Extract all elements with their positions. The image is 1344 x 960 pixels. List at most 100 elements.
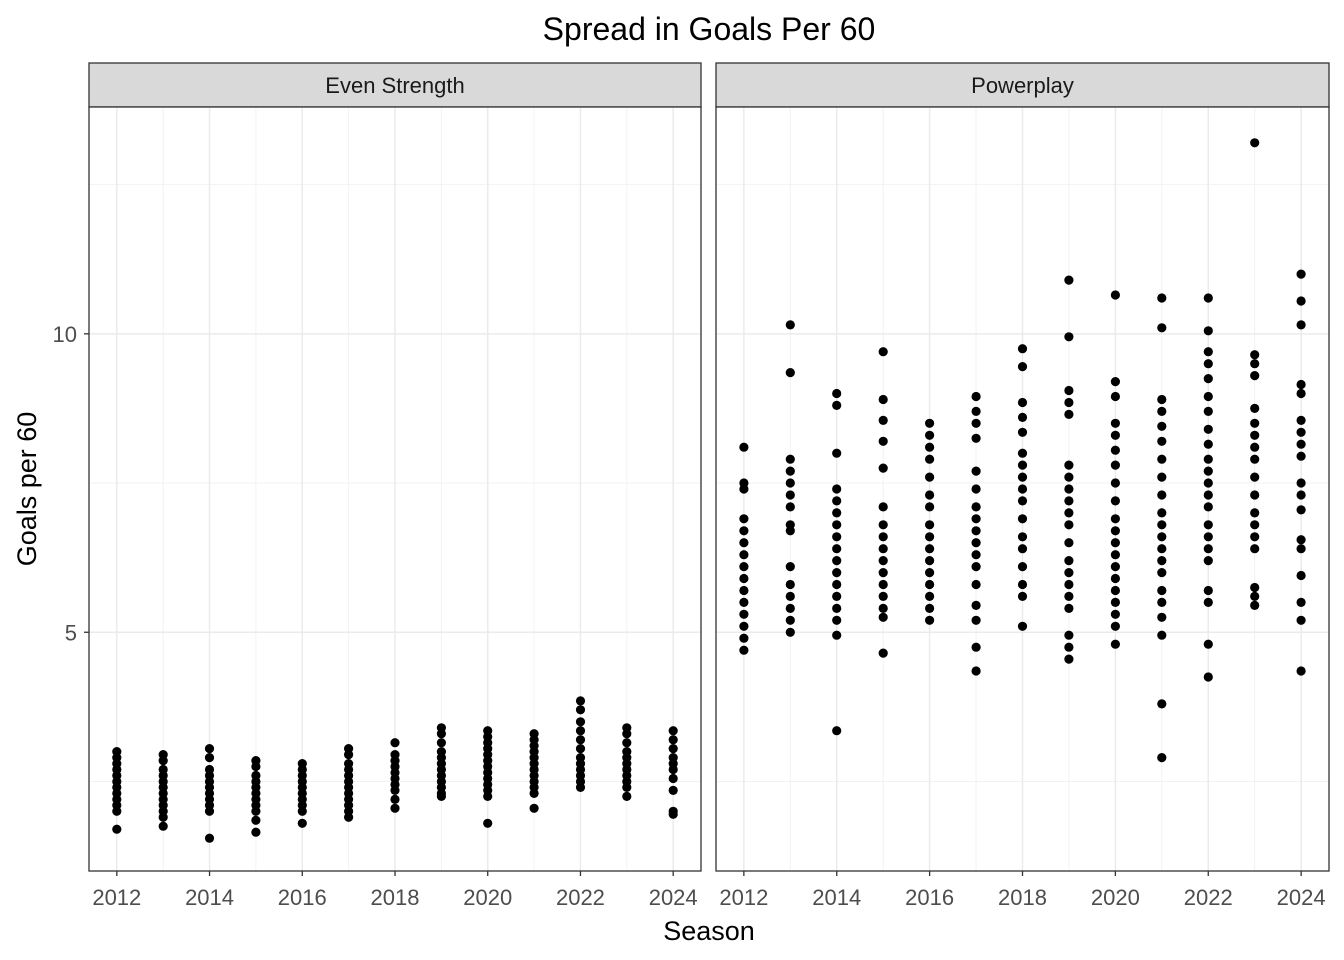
data-point [832,579,842,590]
data-point [1110,445,1120,455]
data-point [971,600,981,611]
x-tick-label: 2014 [185,885,234,910]
data-point [1296,535,1306,545]
data-point [878,394,888,405]
data-point [1017,412,1028,422]
data-point [1203,544,1213,554]
data-point [1017,362,1028,372]
data-point [971,562,981,572]
data-point [1017,496,1028,506]
data-point [1110,573,1120,584]
data-point [1064,460,1074,470]
data-point [1203,585,1213,596]
data-point [739,526,749,536]
data-point [1110,621,1120,631]
data-point [1203,439,1213,449]
data-point [925,490,935,500]
data-point [1296,439,1306,449]
data-point [251,806,261,816]
data-point [1250,403,1260,413]
data-point [1203,556,1213,566]
data-point [1064,591,1074,602]
data-point [1203,391,1213,402]
data-point [1296,615,1306,625]
data-point [971,642,981,652]
data-point [1203,532,1213,542]
data-point [1157,568,1167,578]
data-point [785,454,795,464]
data-point [1157,394,1167,405]
y-tick-label: 10 [53,322,77,347]
data-point [1296,427,1306,437]
data-point [1203,454,1213,464]
data-point [971,550,981,560]
data-point [1157,532,1167,542]
data-point [832,726,842,736]
data-point [1157,490,1167,500]
data-point [436,738,446,748]
data-point [1110,585,1120,596]
data-point [668,726,678,736]
data-point [1110,460,1120,470]
data-point [739,621,749,631]
data-point [1203,639,1213,649]
data-point [1017,514,1028,524]
data-point [1157,472,1167,482]
data-point [925,591,935,602]
x-tick-label: 2024 [649,885,698,910]
data-point [1296,544,1306,554]
data-point [1064,630,1074,640]
data-point [668,785,678,796]
x-tick-label: 2012 [92,885,141,910]
data-point [1064,654,1074,664]
data-point [1157,520,1167,530]
data-point [739,645,749,655]
data-point [1017,448,1028,458]
data-point [1064,508,1074,518]
data-point [832,520,842,530]
data-point [1157,612,1167,622]
data-point [925,568,935,578]
data-point [1250,591,1260,602]
data-point [529,788,539,799]
data-point [1017,562,1028,572]
data-point [1250,472,1260,482]
data-point [971,484,981,494]
data-point [622,791,632,802]
data-point [390,794,400,805]
data-point [1250,371,1260,381]
data-point [1296,505,1306,515]
data-point [1064,332,1074,342]
data-point [739,550,749,560]
x-tick-label: 2012 [719,885,768,910]
data-point [878,463,888,473]
data-point [1064,642,1074,652]
data-point [739,442,749,452]
data-point [739,538,749,548]
x-tick-label: 2014 [812,885,861,910]
facet-strip-powerplay [715,62,1330,108]
data-point [204,753,215,763]
data-point [925,532,935,542]
data-point [622,738,632,748]
data-point [1110,496,1120,506]
data-point [785,603,795,614]
data-point [878,520,888,530]
data-point [832,484,842,494]
data-point [971,502,981,512]
data-point [785,490,795,500]
data-point [1296,666,1306,676]
data-point [1110,597,1120,608]
data-point [739,562,749,572]
data-point [1250,600,1260,611]
chart-title: Spread in Goals Per 60 [543,11,876,47]
data-point [1017,591,1028,602]
data-point [785,579,795,590]
data-point [1110,514,1120,524]
x-tick-label: 2024 [1277,885,1326,910]
data-point [832,591,842,602]
data-point [668,744,678,754]
x-tick-label: 2022 [556,885,605,910]
data-point [112,806,122,816]
data-point [878,568,888,578]
